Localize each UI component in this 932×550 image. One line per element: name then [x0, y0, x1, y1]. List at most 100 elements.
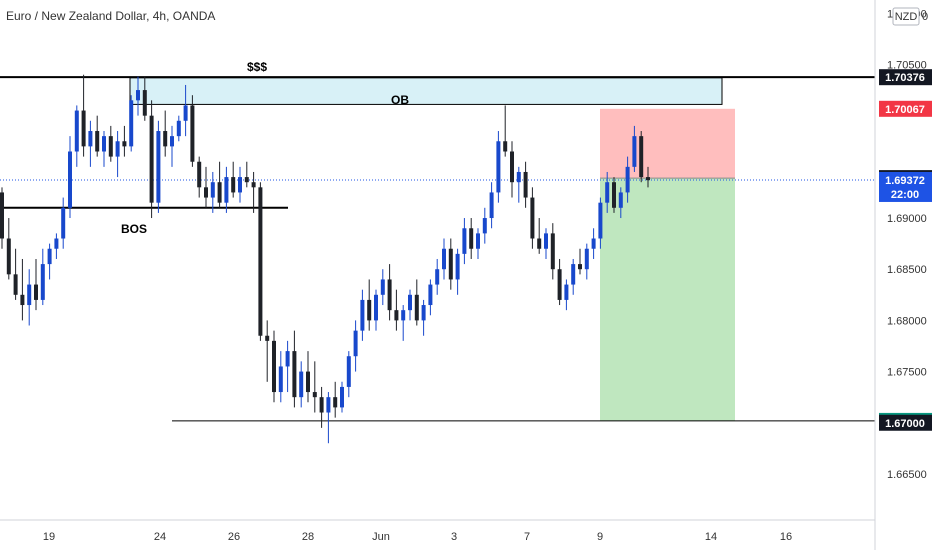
candle-body	[231, 177, 236, 193]
x-tick-label: 16	[780, 531, 792, 543]
y-tick-label: 1.69000	[887, 213, 927, 225]
price-tag-label: 1.70376	[885, 72, 925, 84]
candle-body	[618, 192, 623, 208]
candle-body	[537, 238, 542, 249]
order-block-box	[129, 77, 723, 105]
candle-body	[176, 120, 181, 137]
candle-body	[244, 177, 249, 183]
candle-body	[224, 177, 229, 203]
x-tick-label: 19	[43, 531, 55, 543]
candle-body	[591, 238, 596, 249]
x-tick-label: 3	[451, 531, 457, 543]
candle-body	[306, 371, 310, 393]
candle-body	[122, 141, 127, 147]
candle-body	[326, 397, 331, 413]
candle-body	[20, 294, 25, 306]
candle-body	[605, 182, 610, 203]
y-tick-label: 1.68500	[887, 264, 927, 276]
x-tick-label: 26	[228, 531, 240, 543]
candle-body	[68, 151, 72, 208]
price-tag	[879, 171, 932, 202]
candle-body	[108, 136, 113, 157]
price-tag-label: 1.67000	[885, 418, 925, 430]
candle-body	[115, 141, 120, 157]
candle-body	[367, 299, 372, 321]
candle-body	[353, 330, 358, 357]
candle-body	[102, 136, 106, 152]
candle-body	[95, 131, 100, 152]
candle-body	[462, 228, 467, 254]
candle-body	[510, 151, 514, 183]
y-tick-label: 1.66500	[887, 469, 927, 481]
candle-body	[272, 340, 276, 393]
candle-body	[530, 197, 535, 239]
currency-badge	[892, 7, 920, 26]
candle-body	[6, 238, 11, 275]
chart-title: Euro / New Zealand Dollar, 4h, OANDA	[6, 9, 216, 23]
y-tick-label: 1.67500	[887, 367, 927, 379]
y-tick-label: 1.68000	[887, 315, 927, 327]
candle-body	[435, 269, 440, 285]
candle-body	[469, 228, 474, 249]
candle-body	[578, 264, 582, 270]
candle-body	[544, 233, 548, 249]
candle-body	[612, 182, 616, 208]
bos-label: BOS	[121, 222, 147, 236]
take-profit-zone	[600, 178, 735, 421]
candle-body	[47, 248, 52, 265]
candle-body	[421, 305, 426, 321]
candle-body	[197, 161, 202, 188]
price-tag-countdown: 22:00	[891, 189, 919, 201]
stop-loss-zone	[600, 108, 735, 179]
currency-suffix: 0	[922, 11, 928, 23]
candle-body	[149, 115, 154, 203]
candle-body	[163, 131, 168, 147]
candle-body	[374, 294, 378, 321]
candle-body	[210, 182, 215, 198]
candle-body	[299, 371, 304, 398]
candle-body	[129, 100, 134, 147]
candle-body	[312, 392, 317, 398]
candle-body	[401, 310, 406, 321]
candle-body	[489, 192, 494, 219]
price-tag-label: 1.70067	[885, 104, 925, 116]
candle-body	[496, 141, 501, 193]
candle-body	[251, 182, 256, 188]
candle-body	[387, 279, 392, 311]
candle-body	[0, 192, 4, 239]
candle-body	[428, 284, 433, 306]
candle-body	[584, 248, 589, 270]
currency-badge-label: NZD	[895, 11, 918, 23]
candle-body	[156, 131, 161, 203]
candle-body	[571, 264, 576, 285]
candle-body	[360, 299, 365, 331]
candle-body	[550, 233, 555, 270]
candle-body	[625, 166, 630, 193]
candle-body	[258, 187, 263, 336]
candle-body	[265, 335, 270, 341]
candle-body	[88, 131, 93, 147]
candle-body	[204, 187, 208, 198]
x-tick-label: 9	[597, 531, 603, 543]
candle-body	[40, 264, 45, 300]
candle-body	[503, 141, 508, 152]
candle-body	[278, 366, 283, 393]
candle-body	[340, 386, 344, 408]
candle-body	[142, 90, 147, 116]
candle-body	[639, 136, 644, 178]
candle-body	[74, 110, 79, 152]
candle-body	[414, 294, 419, 321]
x-tick-label: 24	[154, 531, 166, 543]
x-tick-label: 14	[705, 531, 717, 543]
candle-body	[346, 356, 351, 387]
candle-body	[380, 279, 385, 295]
candle-body	[13, 274, 18, 295]
y-tick-label: 1.70500	[887, 59, 927, 71]
candle-body	[285, 351, 290, 367]
price-tag	[879, 100, 932, 117]
candle-body	[476, 233, 480, 249]
liquidity-label: $$$	[247, 60, 267, 74]
candle-body	[238, 177, 242, 193]
candle-body	[516, 171, 521, 183]
